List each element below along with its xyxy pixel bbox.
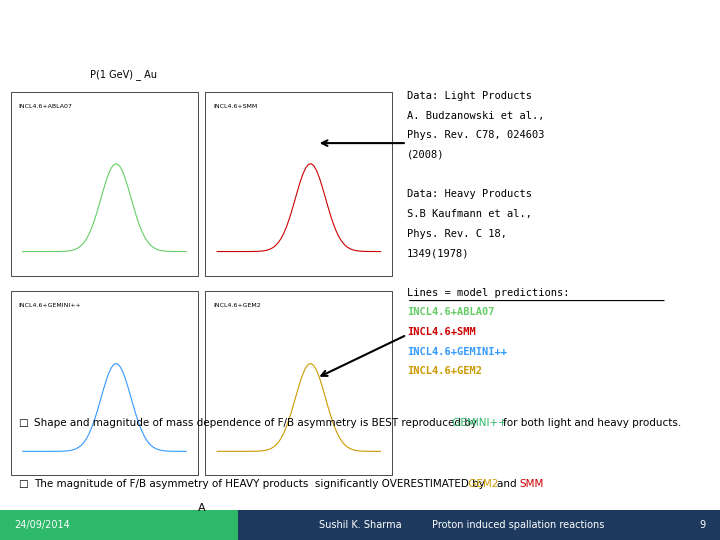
Text: INCL4.6+SMM: INCL4.6+SMM <box>407 327 475 337</box>
Text: F/B ASYMMETRY FOR Au+p: F/B ASYMMETRY FOR Au+p <box>231 32 349 41</box>
Text: F/B asymmetry at 1 GeV: F/B asymmetry at 1 GeV <box>407 27 673 46</box>
Text: for both light and heavy products.: for both light and heavy products. <box>503 418 681 428</box>
Text: 1349(1978): 1349(1978) <box>407 248 469 258</box>
Text: INCL4.6+GEM2: INCL4.6+GEM2 <box>213 303 261 308</box>
Text: □: □ <box>18 479 27 489</box>
Text: INCL4.6+SMM: INCL4.6+SMM <box>213 104 258 109</box>
Text: Lines = model predictions:: Lines = model predictions: <box>407 288 570 298</box>
Text: INCL4.6+GEM2: INCL4.6+GEM2 <box>407 367 482 376</box>
Text: Phys. Rev. C 18,: Phys. Rev. C 18, <box>407 228 507 239</box>
Text: 9: 9 <box>699 520 706 530</box>
FancyArrowPatch shape <box>321 336 405 376</box>
Text: 24/09/2014: 24/09/2014 <box>14 520 70 530</box>
Text: INCL4.6+ABLA07: INCL4.6+ABLA07 <box>407 307 495 318</box>
Text: GEM2: GEM2 <box>465 479 502 489</box>
Text: (2008): (2008) <box>407 150 444 160</box>
Text: SUMMARY: SUMMARY <box>312 61 349 70</box>
Text: S.B Kaufmann et al.,: S.B Kaufmann et al., <box>407 209 532 219</box>
Text: □: □ <box>18 418 27 428</box>
Text: and: and <box>498 479 521 489</box>
Text: Data: Light Products: Data: Light Products <box>407 91 532 101</box>
Text: Shape and magnitude of mass dependence of F/B asymmetry is BEST reproduced by: Shape and magnitude of mass dependence o… <box>34 418 477 428</box>
Text: Sushil K. Sharma: Sushil K. Sharma <box>319 520 401 530</box>
Text: A. Budzanowski et al.,: A. Budzanowski et al., <box>407 111 544 120</box>
Text: GEMINI++: GEMINI++ <box>449 418 510 428</box>
Text: INCL4.6+GEMINI++: INCL4.6+GEMINI++ <box>407 347 507 357</box>
Text: A: A <box>198 503 205 514</box>
Text: INTRODUCTION: INTRODUCTION <box>284 3 349 12</box>
Text: Proton induced spallation reactions: Proton induced spallation reactions <box>432 520 605 530</box>
FancyArrowPatch shape <box>322 140 404 146</box>
Bar <box>238 510 720 540</box>
Text: P(1 GeV) _ Au: P(1 GeV) _ Au <box>90 69 158 80</box>
Text: Phys. Rev. C78, 024603: Phys. Rev. C78, 024603 <box>407 130 544 140</box>
Text: INCL4.6+GEMINI++: INCL4.6+GEMINI++ <box>19 303 81 308</box>
Text: RANKING OF SPALLATION MODELS: RANKING OF SPALLATION MODELS <box>199 46 349 56</box>
Text: Data: Heavy Products: Data: Heavy Products <box>407 190 532 199</box>
Text: The magnitude of F/B asymmetry of HEAVY products  significantly OVERESTIMATED by: The magnitude of F/B asymmetry of HEAVY … <box>34 479 485 489</box>
Text: SMM: SMM <box>519 479 544 489</box>
Text: SPALLATION MODELS: SPALLATION MODELS <box>258 17 349 26</box>
Text: INCL4.6+ABLA07: INCL4.6+ABLA07 <box>19 104 73 109</box>
Bar <box>0 510 238 540</box>
